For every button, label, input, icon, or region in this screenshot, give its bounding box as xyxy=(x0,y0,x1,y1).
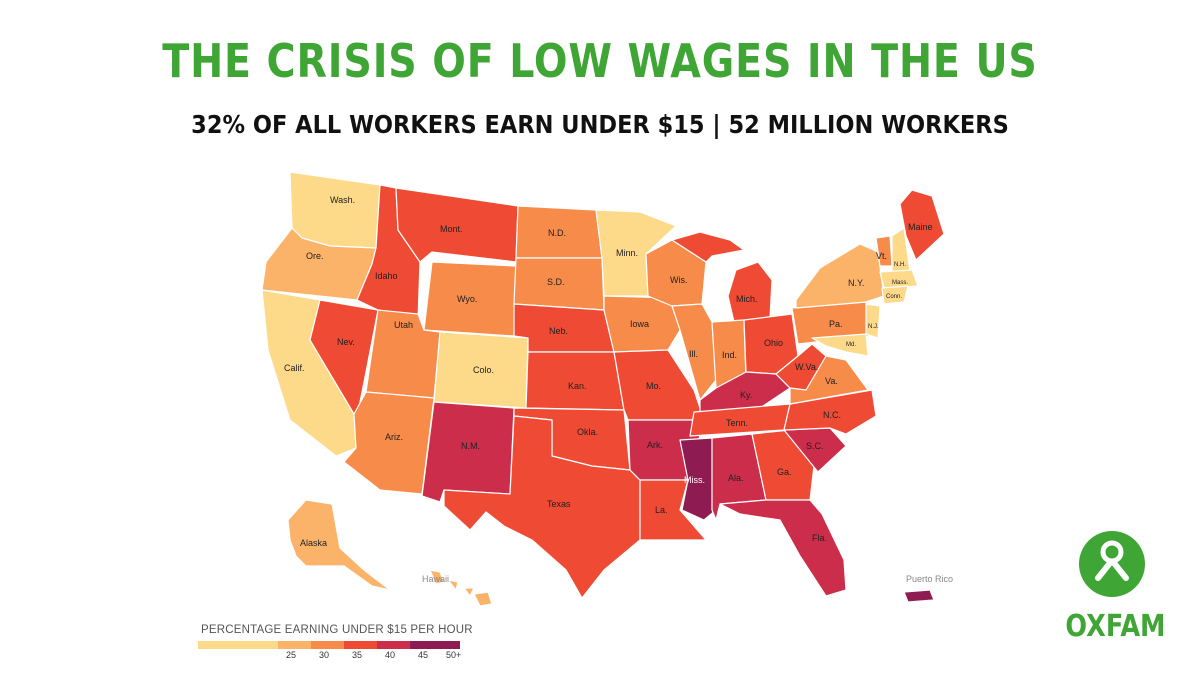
label-sc: S.C. xyxy=(806,441,824,451)
label-wash: Wash. xyxy=(330,195,355,205)
label-tenn: Tenn. xyxy=(726,418,748,428)
label-ga: Ga. xyxy=(777,467,792,477)
label-colo: Colo. xyxy=(473,365,494,375)
label-hawaii: Hawaii xyxy=(422,574,449,584)
label-fla: Fla. xyxy=(812,533,827,543)
label-utah: Utah xyxy=(394,320,413,330)
state-mass[interactable] xyxy=(879,269,919,289)
legend-tick-35: 35 xyxy=(352,650,363,660)
label-texas: Texas xyxy=(547,499,571,509)
label-kan: Kan. xyxy=(568,381,587,391)
label-calif: Calif. xyxy=(284,363,305,373)
label-maine: Maine xyxy=(908,222,933,232)
state-mich[interactable] xyxy=(727,261,773,323)
legend-tick-30: 30 xyxy=(319,650,330,660)
legend-swatch-6 xyxy=(410,641,460,649)
label-nh: N.H. xyxy=(894,262,906,268)
label-ky: Ky. xyxy=(740,390,752,400)
state-md[interactable] xyxy=(811,333,869,357)
oxfam-wordmark: OXFAM xyxy=(1065,609,1166,644)
page-title: THE CRISIS OF LOW WAGES IN THE US xyxy=(162,34,1038,88)
state-wash[interactable] xyxy=(289,171,381,249)
label-sd: S.D. xyxy=(547,277,565,287)
oxfam-logo-icon xyxy=(1079,531,1145,597)
label-conn: Conn. xyxy=(886,294,902,300)
label-ind: Ind. xyxy=(722,350,737,360)
state-hawaii[interactable] xyxy=(429,569,493,607)
legend-swatch-1 xyxy=(198,641,278,649)
label-ark: Ark. xyxy=(647,440,663,450)
page-subtitle: 32% OF ALL WORKERS EARN UNDER $15 | 52 M… xyxy=(191,110,1009,139)
label-nev: Nev. xyxy=(337,337,355,347)
legend-swatch-5 xyxy=(377,641,410,649)
state-conn[interactable] xyxy=(881,285,909,305)
legend-swatch-2 xyxy=(278,641,311,649)
state-ariz[interactable] xyxy=(343,391,435,495)
legend-tick-50: 50+ xyxy=(446,650,462,660)
label-mich: Mich. xyxy=(736,294,758,304)
label-la: La. xyxy=(655,505,668,515)
label-md: Md. xyxy=(846,342,856,348)
label-nj: N.J. xyxy=(868,324,879,330)
label-nc: N.C. xyxy=(823,410,841,420)
state-alaska[interactable] xyxy=(287,499,391,591)
label-ohio: Ohio xyxy=(764,338,783,348)
state-mich-up[interactable] xyxy=(671,231,745,263)
label-ariz: Ariz. xyxy=(385,432,403,442)
label-okla: Okla. xyxy=(577,427,598,437)
label-ore: Ore. xyxy=(306,251,324,261)
label-iowa: Iowa xyxy=(630,319,649,329)
label-puerto-rico: Puerto Rico xyxy=(906,574,953,584)
label-alaska: Alaska xyxy=(300,538,327,548)
label-ala: Ala. xyxy=(728,473,744,483)
label-nd: N.D. xyxy=(548,228,566,238)
label-wva: W.Va. xyxy=(795,362,818,372)
legend-tick-45: 45 xyxy=(418,650,429,660)
label-mont: Mont. xyxy=(440,224,463,234)
label-ill: Ill. xyxy=(689,349,698,359)
state-ny[interactable] xyxy=(795,243,885,309)
legend-tick-40: 40 xyxy=(385,650,396,660)
map-labels: Wash. Ore. Calif. Nev. Idaho Mont. Wyo. … xyxy=(284,195,953,584)
legend-tick-25: 25 xyxy=(286,650,297,660)
state-nj[interactable] xyxy=(865,303,881,339)
label-ny: N.Y. xyxy=(848,278,864,288)
territory-puerto-rico[interactable] xyxy=(903,589,935,603)
label-mass: Mass. xyxy=(892,280,908,286)
state-nm[interactable] xyxy=(421,401,515,503)
label-vt: Vt. xyxy=(876,251,887,261)
state-maine[interactable] xyxy=(899,189,945,261)
state-wva[interactable] xyxy=(775,343,827,391)
label-wyo: Wyo. xyxy=(457,294,477,304)
legend-swatch-4 xyxy=(344,641,377,649)
label-va: Va. xyxy=(825,376,838,386)
label-pa: Pa. xyxy=(829,319,843,329)
state-fla[interactable] xyxy=(719,499,847,597)
legend-swatch-3 xyxy=(311,641,344,649)
label-mo: Mo. xyxy=(646,381,661,391)
legend-title: PERCENTAGE EARNING UNDER $15 PER HOUR xyxy=(201,624,473,636)
label-neb: Neb. xyxy=(549,326,568,336)
label-nm: N.M. xyxy=(461,441,480,451)
label-idaho: Idaho xyxy=(375,271,398,281)
state-nc[interactable] xyxy=(783,389,877,435)
state-texas[interactable] xyxy=(443,415,641,599)
label-wis: Wis. xyxy=(670,275,688,285)
label-miss: Miss. xyxy=(684,475,705,485)
legend-color-bar xyxy=(198,641,460,649)
label-minn: Minn. xyxy=(616,248,638,258)
